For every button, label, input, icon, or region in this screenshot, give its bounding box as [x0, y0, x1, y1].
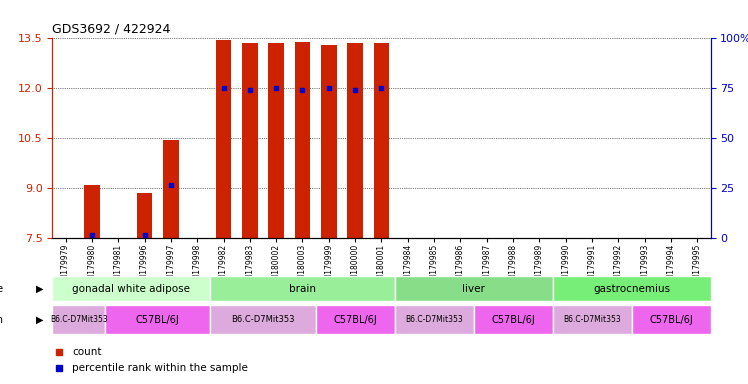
FancyBboxPatch shape [395, 305, 473, 334]
Text: C57BL/6J: C57BL/6J [649, 314, 693, 325]
Text: C57BL/6J: C57BL/6J [491, 314, 535, 325]
Text: B6.C-D7Mit353: B6.C-D7Mit353 [563, 315, 621, 324]
FancyBboxPatch shape [52, 305, 105, 334]
Text: strain: strain [0, 314, 4, 325]
Bar [321, 45, 337, 238]
Text: liver: liver [462, 284, 485, 294]
Text: B6.C-D7Mit353: B6.C-D7Mit353 [405, 315, 463, 324]
FancyBboxPatch shape [631, 305, 711, 334]
FancyBboxPatch shape [395, 276, 553, 301]
Text: B6.C-D7Mit353: B6.C-D7Mit353 [50, 315, 108, 324]
Text: brain: brain [289, 284, 316, 294]
FancyBboxPatch shape [553, 305, 631, 334]
Bar [242, 43, 258, 238]
FancyBboxPatch shape [105, 305, 210, 334]
Text: C57BL/6J: C57BL/6J [334, 314, 377, 325]
Text: ▶: ▶ [36, 314, 43, 325]
Text: GDS3692 / 422924: GDS3692 / 422924 [52, 23, 171, 36]
FancyBboxPatch shape [210, 305, 316, 334]
FancyBboxPatch shape [473, 305, 553, 334]
Bar [269, 43, 284, 238]
FancyBboxPatch shape [553, 276, 711, 301]
Text: percentile rank within the sample: percentile rank within the sample [72, 362, 248, 373]
Bar [84, 185, 99, 238]
Bar [215, 40, 231, 238]
Bar [373, 43, 390, 238]
Bar [163, 140, 179, 238]
Text: gonadal white adipose: gonadal white adipose [73, 284, 190, 294]
Text: tissue: tissue [0, 284, 4, 294]
Bar [137, 193, 153, 238]
Text: C57BL/6J: C57BL/6J [136, 314, 180, 325]
Bar [347, 43, 363, 238]
Text: count: count [72, 347, 102, 357]
FancyBboxPatch shape [316, 305, 395, 334]
FancyBboxPatch shape [52, 276, 210, 301]
Text: B6.C-D7Mit353: B6.C-D7Mit353 [231, 315, 295, 324]
Text: ▶: ▶ [36, 284, 43, 294]
FancyBboxPatch shape [210, 276, 395, 301]
Text: gastrocnemius: gastrocnemius [593, 284, 670, 294]
Bar [295, 42, 310, 238]
